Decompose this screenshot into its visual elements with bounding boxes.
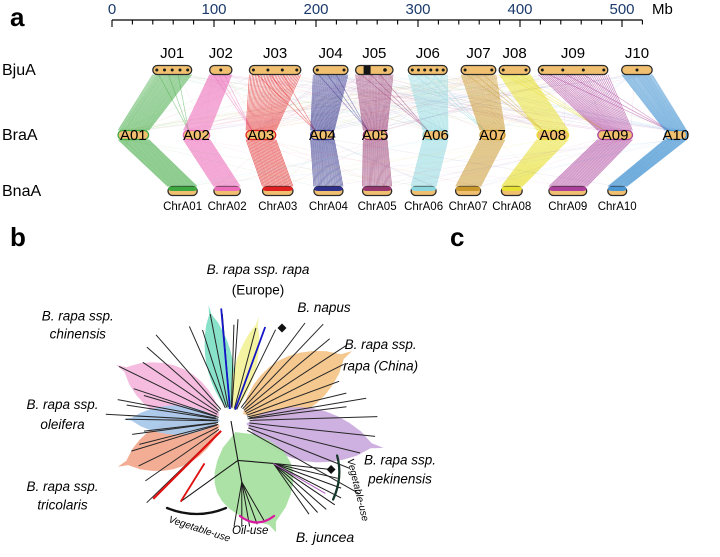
svg-text:Mb: Mb <box>652 1 673 18</box>
svg-text:A09: A09 <box>602 127 629 144</box>
svg-text:ChrA07: ChrA07 <box>449 201 488 213</box>
svg-text:B. rapa ssp.: B. rapa ssp. <box>42 309 114 324</box>
svg-text:tricolaris: tricolaris <box>37 498 88 513</box>
svg-text:A10: A10 <box>663 127 690 144</box>
svg-text:B. napus: B. napus <box>297 300 351 315</box>
svg-text:B. juncea: B. juncea <box>296 529 355 545</box>
svg-text:A04: A04 <box>309 127 336 144</box>
svg-text:BjuA: BjuA <box>2 62 36 79</box>
svg-text:ChrA02: ChrA02 <box>208 201 247 213</box>
svg-text:Vegetable-use: Vegetable-use <box>167 514 232 544</box>
svg-text:300: 300 <box>405 1 430 18</box>
svg-text:B. rapa ssp.: B. rapa ssp. <box>345 337 417 352</box>
svg-text:B. rapa ssp.: B. rapa ssp. <box>364 452 436 467</box>
svg-text:chinensis: chinensis <box>50 327 107 342</box>
svg-text:ChrA05: ChrA05 <box>358 201 397 213</box>
svg-text:J03: J03 <box>263 45 287 62</box>
svg-text:pekinensis: pekinensis <box>367 471 432 486</box>
svg-text:ChrA06: ChrA06 <box>404 201 443 213</box>
svg-text:BraA: BraA <box>2 127 38 144</box>
svg-text:ChrA04: ChrA04 <box>309 201 349 213</box>
svg-text:J10: J10 <box>625 45 649 62</box>
svg-text:200: 200 <box>303 1 328 18</box>
svg-text:A05: A05 <box>362 127 389 144</box>
svg-text:ChrA03: ChrA03 <box>258 201 297 213</box>
svg-text:rapa (China): rapa (China) <box>343 359 418 374</box>
svg-text:100: 100 <box>201 1 226 18</box>
svg-text:ChrA08: ChrA08 <box>492 201 531 213</box>
svg-text:J05: J05 <box>362 45 386 62</box>
svg-text:B. rapa ssp.: B. rapa ssp. <box>26 397 98 412</box>
svg-text:J08: J08 <box>503 45 527 62</box>
svg-text:Oil-use: Oil-use <box>232 525 268 537</box>
svg-text:(Europe): (Europe) <box>232 283 285 298</box>
svg-text:A06: A06 <box>422 127 449 144</box>
svg-text:A01: A01 <box>120 127 147 144</box>
svg-text:oleifera: oleifera <box>40 417 85 432</box>
svg-text:J07: J07 <box>466 45 490 62</box>
svg-text:A03: A03 <box>248 127 275 144</box>
svg-text:0: 0 <box>108 1 116 18</box>
svg-text:B. rapa ssp. rapa: B. rapa ssp. rapa <box>207 262 310 277</box>
svg-text:500: 500 <box>609 1 634 18</box>
svg-text:J02: J02 <box>209 45 233 62</box>
svg-text:A07: A07 <box>479 127 506 144</box>
svg-text:ChrA10: ChrA10 <box>598 201 637 213</box>
svg-text:J01: J01 <box>160 45 184 62</box>
svg-text:ChrA01: ChrA01 <box>163 201 202 213</box>
svg-text:A02: A02 <box>183 127 210 144</box>
svg-text:J09: J09 <box>561 45 585 62</box>
svg-text:ChrA09: ChrA09 <box>548 201 587 213</box>
svg-text:BnaA: BnaA <box>2 183 41 200</box>
svg-text:400: 400 <box>507 1 532 18</box>
svg-text:J06: J06 <box>416 45 440 62</box>
svg-text:J04: J04 <box>319 45 343 62</box>
svg-text:B. rapa ssp.: B. rapa ssp. <box>26 479 98 494</box>
svg-text:A08: A08 <box>539 127 566 144</box>
